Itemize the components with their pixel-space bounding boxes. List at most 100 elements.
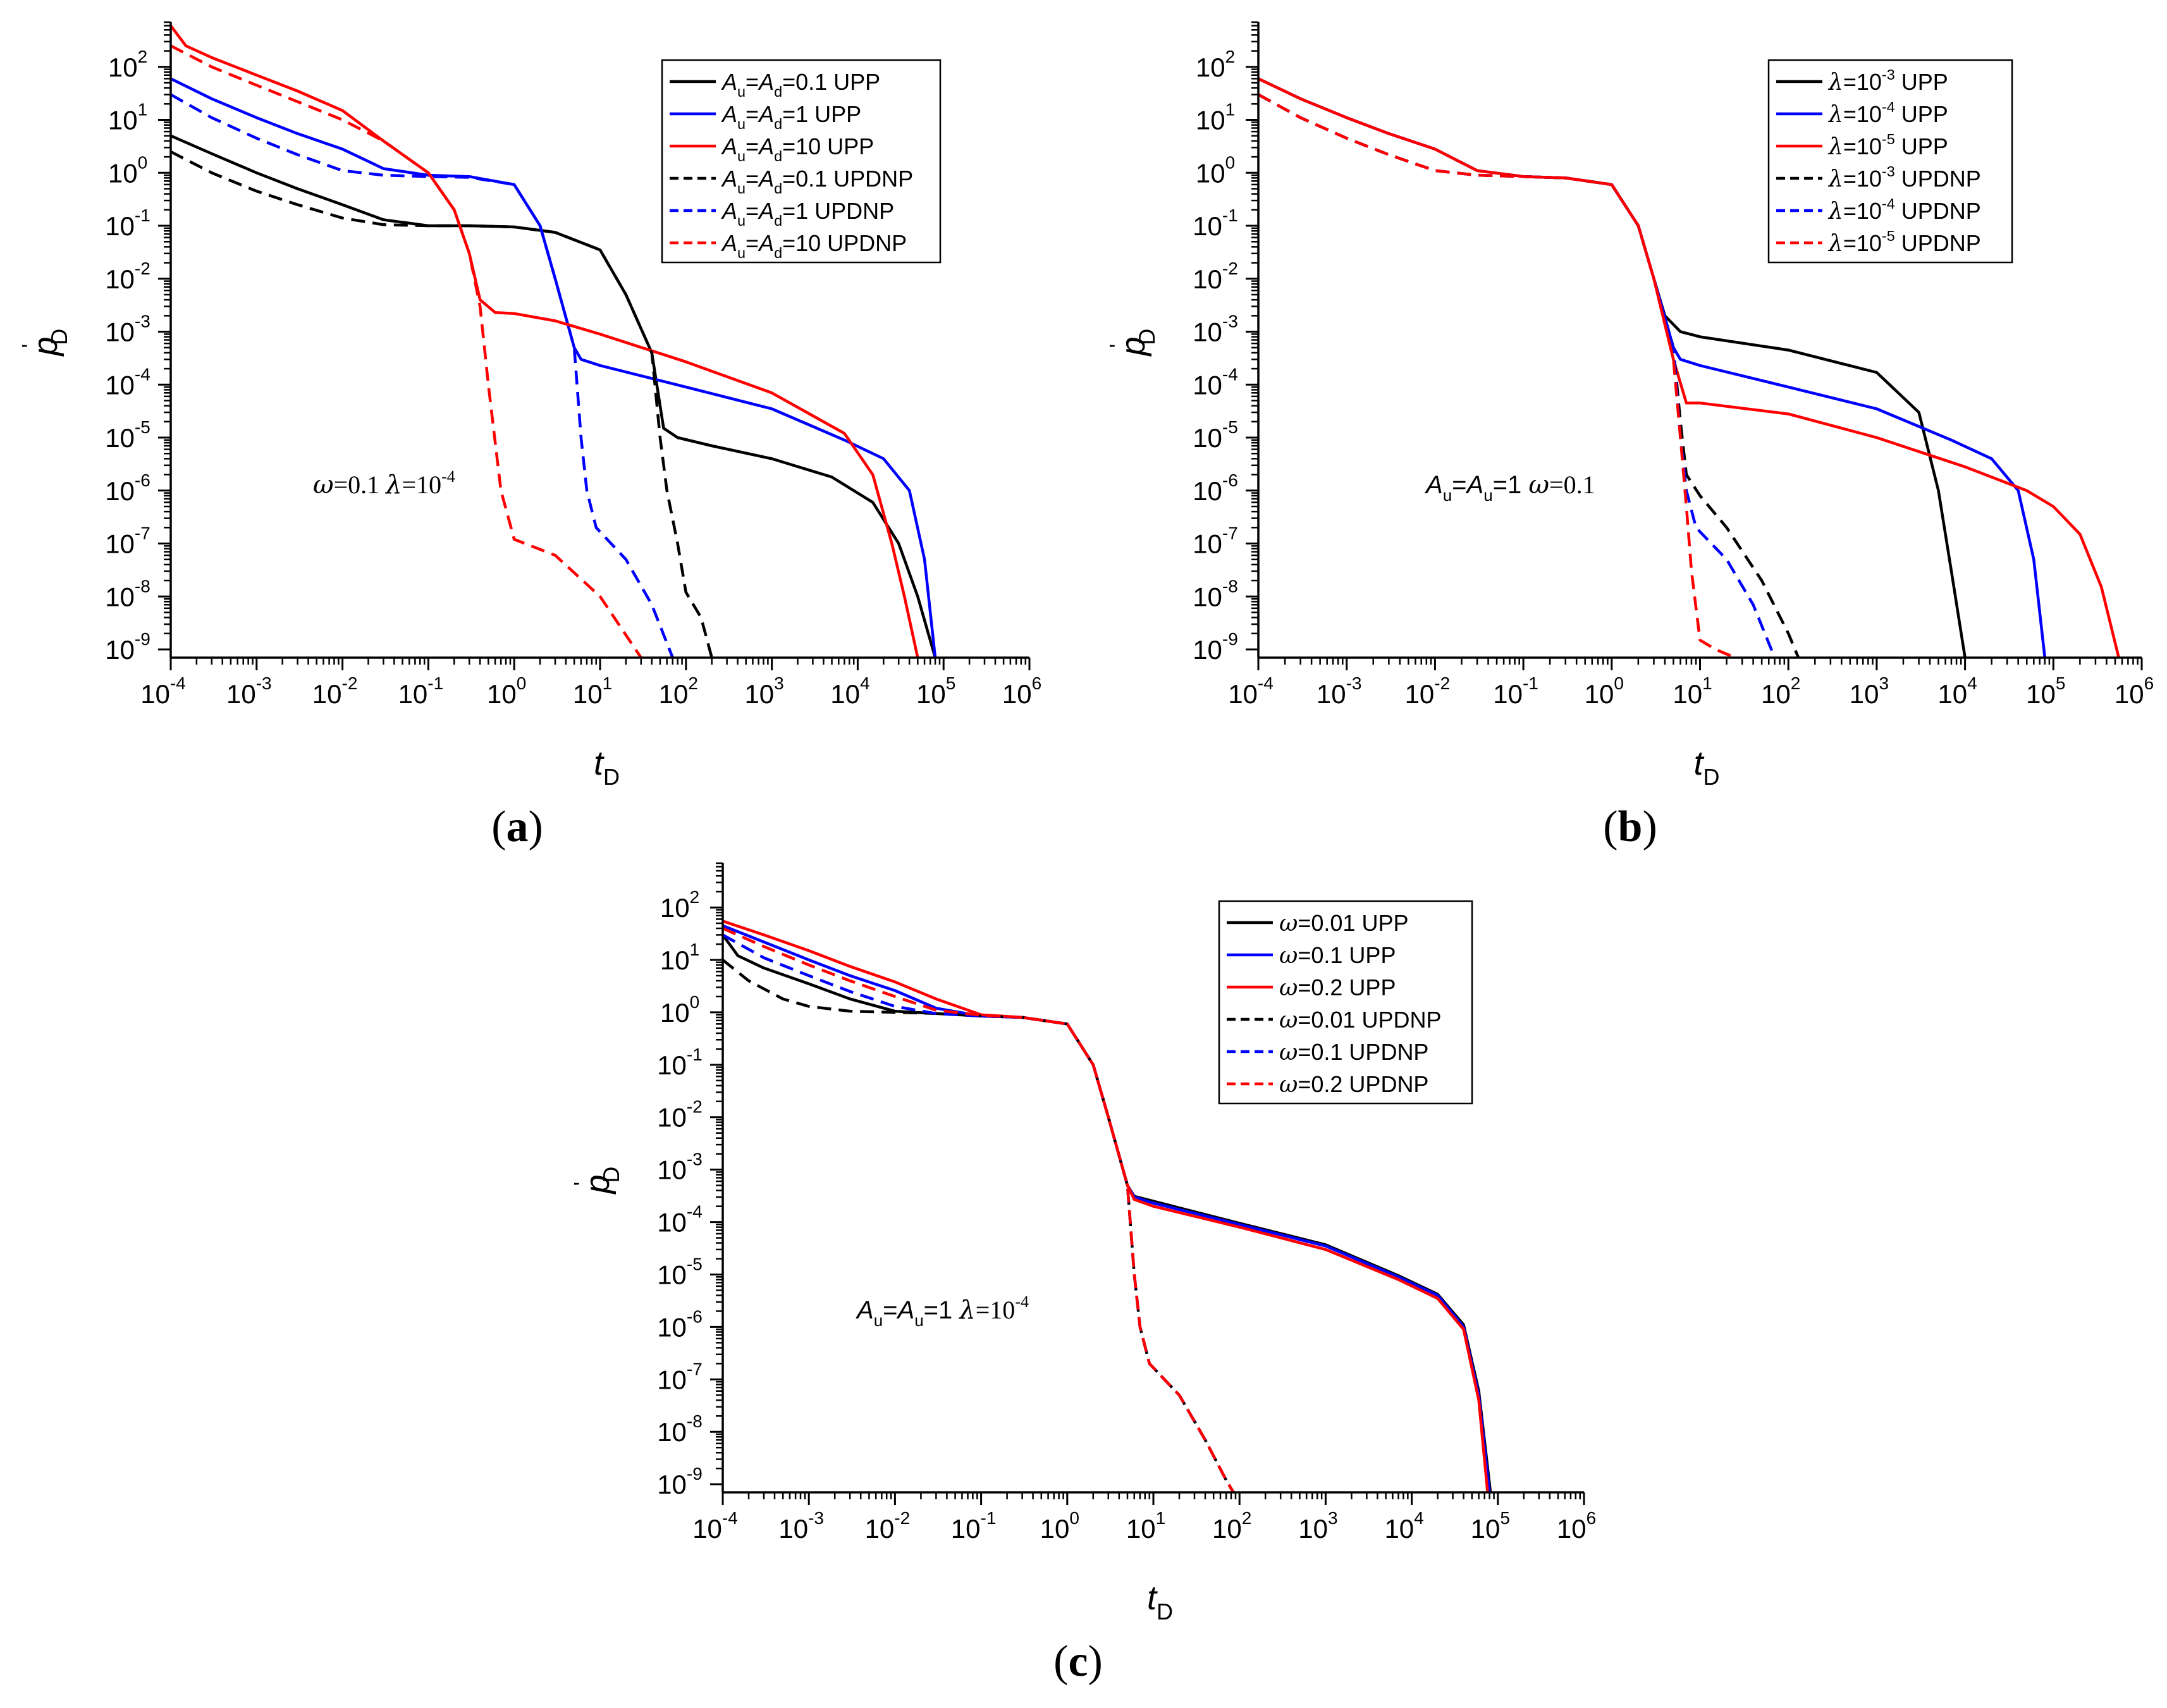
- legend-label-6: λ=10-5 UPDNP: [1827, 228, 1981, 257]
- y-tick-label: 10-2: [657, 1097, 703, 1133]
- panel-caption-a: (a): [491, 802, 543, 851]
- x-tick-label: 101: [1126, 1508, 1165, 1544]
- y-tick-label: 10-5: [1193, 417, 1238, 453]
- y-tick-label: 10-1: [1193, 206, 1238, 241]
- x-tick-label: 105: [1471, 1508, 1510, 1544]
- series-line-5: [723, 933, 1235, 1492]
- x-tick-label: 102: [1212, 1508, 1251, 1544]
- y-tick-label: 100: [660, 992, 699, 1028]
- y-tick-label: 100: [1196, 152, 1235, 188]
- legend-box: [1218, 900, 1473, 1105]
- legend-label-5: ω=0.1 UPDNP: [1279, 1039, 1428, 1066]
- x-tick-label: 103: [1298, 1508, 1337, 1544]
- y-tick-label: 10-4: [657, 1202, 703, 1238]
- y-tick-label: 10-9: [105, 629, 150, 665]
- y-tick-label: 101: [660, 940, 699, 975]
- x-tick-label: 10-3: [226, 673, 272, 709]
- x-tick-label: 106: [1557, 1508, 1596, 1544]
- annotation: Au=Au=1 ω=0.1: [1425, 470, 1595, 505]
- legend-label-6: ω=0.2 UPDNP: [1279, 1071, 1428, 1098]
- x-tick-label: 100: [487, 673, 526, 709]
- y-tick-label: 101: [1196, 100, 1235, 135]
- x-tick-label: 104: [830, 673, 869, 709]
- legend: ω=0.01 UPP ω=0.1 UPP ω=0.2 UPP ω=0.01 UPDNP…: [1218, 900, 1473, 1105]
- x-tick-label: 105: [2026, 673, 2065, 709]
- legend-label-3: Au=Ad=10 UPP: [721, 133, 874, 164]
- chart-panel-a: 10-4 10-3 10-2 10-1 100 101 102 103 104 105 106 10-…: [17, 21, 1041, 790]
- legend-label-4: λ=10-3 UPDNP: [1827, 163, 1981, 192]
- y-tick-label: 10-4: [105, 364, 150, 400]
- panel-caption-b: (b): [1603, 802, 1657, 851]
- x-tick-label: 100: [1040, 1508, 1079, 1544]
- x-tick-label: 101: [1673, 673, 1712, 709]
- x-tick-label: 100: [1585, 673, 1624, 709]
- y-tick-label: 100: [108, 152, 147, 188]
- chart-panel-b: 10-4 10-3 10-2 10-1 100 101 102 103 104 105 106 10-…: [1105, 21, 2154, 790]
- y-tick-label: 10-6: [657, 1306, 703, 1342]
- series-line-4: [171, 150, 713, 658]
- x-axis-title: tD: [1694, 744, 1720, 790]
- series-line-5: [1258, 93, 1776, 658]
- x-tick-label: 106: [1002, 673, 1041, 709]
- legend-label-1: Au=Ad=0.1 UPP: [721, 69, 880, 100]
- y-axis-title: p'D: [1105, 329, 1160, 357]
- x-tick-label: 105: [916, 673, 955, 709]
- x-tick-label: 10-1: [951, 1508, 997, 1544]
- chart-panel-c: 10-4 10-3 10-2 10-1 100 101 102 103 104 105 106 10-…: [569, 862, 1596, 1625]
- x-tick-label: 104: [1937, 673, 1977, 709]
- y-tick-label: 10-3: [1193, 312, 1238, 347]
- y-tick-label: 10-8: [657, 1411, 703, 1447]
- legend-label-4: ω=0.01 UPDNP: [1279, 1007, 1441, 1033]
- y-tick-label: 10-7: [657, 1359, 703, 1394]
- y-axis-title: p'D: [569, 1167, 624, 1195]
- y-tick-label: 10-8: [105, 576, 150, 611]
- legend-label-2: ω=0.1 UPP: [1279, 942, 1396, 969]
- x-tick-label: 103: [744, 673, 783, 709]
- x-axis-title: tD: [594, 744, 620, 790]
- x-axis-title: tD: [1147, 1579, 1173, 1625]
- x-tick-label: 10-1: [398, 673, 444, 709]
- x-tick-label: 10-2: [312, 673, 358, 709]
- y-tick-label: 10-9: [1193, 629, 1238, 665]
- y-tick-label: 10-7: [105, 524, 150, 559]
- series-line-6: [723, 927, 1235, 1492]
- x-tick-label: 10-4: [140, 673, 186, 709]
- y-tick-label: 10-6: [1193, 470, 1238, 506]
- legend-label-2: λ=10-4 UPP: [1827, 99, 1948, 128]
- legend-box: [1767, 59, 2013, 264]
- series-line-6: [171, 44, 642, 658]
- x-tick-label: 10-2: [1405, 673, 1451, 709]
- y-tick-label: 10-3: [105, 312, 150, 347]
- x-tick-label: 10-4: [1228, 673, 1274, 709]
- series-line-3: [171, 25, 919, 658]
- y-tick-label: 10-6: [105, 470, 150, 506]
- y-tick-label: 10-1: [105, 206, 150, 241]
- legend-label-5: Au=Ad=1 UPDNP: [721, 198, 894, 229]
- series-line-4: [1258, 93, 1800, 658]
- x-tick-label: 102: [1761, 673, 1800, 709]
- y-tick-label: 10-1: [657, 1045, 703, 1080]
- legend-label-6: Au=Ad=10 UPDNP: [721, 230, 907, 261]
- y-tick-label: 10-3: [657, 1150, 703, 1185]
- x-tick-label: 10-3: [1317, 673, 1362, 709]
- y-tick-label: 10-8: [1193, 576, 1238, 611]
- x-tick-label: 102: [659, 673, 698, 709]
- x-tick-label: 103: [1850, 673, 1889, 709]
- series-group: [171, 25, 937, 658]
- annotation: ω=0.1 λ=10-4: [313, 467, 455, 500]
- series-line-6: [1258, 93, 1736, 658]
- x-tick-label: 10-4: [692, 1508, 738, 1544]
- x-tick-label: 104: [1384, 1508, 1423, 1544]
- legend-label-3: ω=0.2 UPP: [1279, 974, 1396, 1001]
- legend-label-1: ω=0.01 UPP: [1279, 910, 1408, 937]
- panel-caption-c: (c): [1053, 1637, 1103, 1686]
- series-line-5: [171, 93, 674, 658]
- legend-label-3: λ=10-5 UPP: [1827, 131, 1948, 160]
- x-tick-label: 10-3: [778, 1508, 824, 1544]
- y-axis-title: p'D: [17, 329, 72, 357]
- y-tick-label: 10-9: [657, 1464, 703, 1499]
- legend-label-4: Au=Ad=0.1 UPDNP: [721, 166, 913, 197]
- x-tick-label: 101: [573, 673, 612, 709]
- legend-label-1: λ=10-3 UPP: [1827, 66, 1948, 95]
